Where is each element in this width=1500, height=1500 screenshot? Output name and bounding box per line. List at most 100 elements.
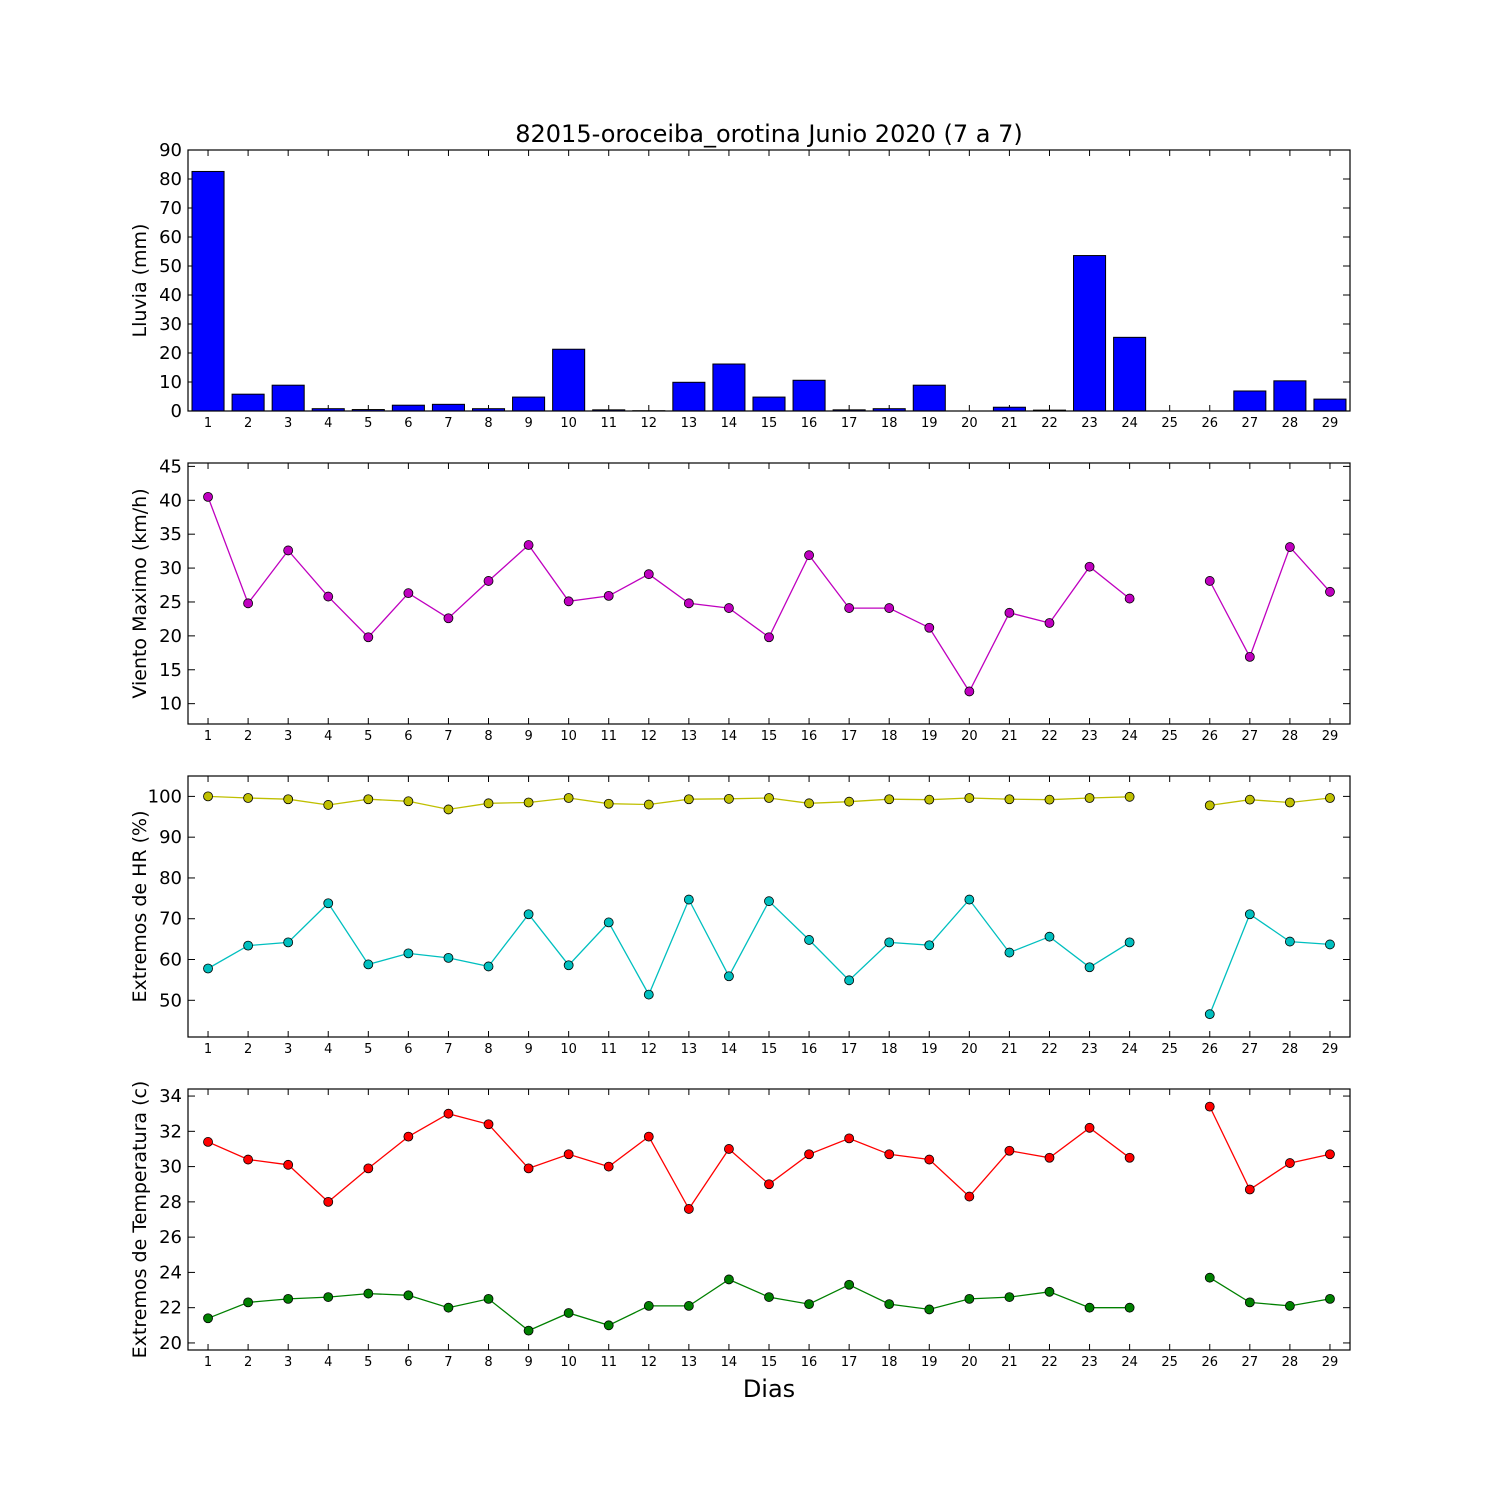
x-tick-label: 22 xyxy=(1041,729,1058,744)
x-tick-label: 21 xyxy=(1001,1355,1018,1370)
bar xyxy=(512,396,546,412)
x-axis-label: Dias xyxy=(743,1375,795,1403)
x-tick-label: 2 xyxy=(244,729,252,744)
x-tick-label: 20 xyxy=(961,729,978,744)
x-tick-label: 4 xyxy=(324,416,332,431)
series-1-point xyxy=(804,1149,814,1160)
series-2-point xyxy=(924,940,935,951)
bar xyxy=(391,404,425,412)
x-tick-label: 10 xyxy=(560,1042,577,1057)
series-2-point xyxy=(603,917,614,928)
series-1-point xyxy=(724,603,734,613)
series-1-point xyxy=(1044,794,1055,805)
x-tick-label: 4 xyxy=(324,1355,332,1370)
series-1-point xyxy=(683,794,694,805)
x-tick-label: 29 xyxy=(1322,1042,1339,1057)
x-tick-label: 10 xyxy=(560,416,577,431)
x-tick-label: 15 xyxy=(761,729,778,744)
y-tick-label: 15 xyxy=(159,660,182,681)
x-tick-label: 15 xyxy=(761,416,778,431)
y-tick-label: 26 xyxy=(159,1227,182,1248)
series-1-point xyxy=(203,791,213,802)
series-1-point xyxy=(403,1131,414,1142)
bar xyxy=(431,403,465,412)
x-tick-label: 10 xyxy=(560,1355,577,1370)
x-tick-label: 19 xyxy=(921,1042,938,1057)
series-2-point xyxy=(643,1301,654,1311)
series-2-point xyxy=(603,1320,614,1331)
x-tick-label: 24 xyxy=(1121,1355,1138,1370)
series-2-point xyxy=(884,1299,895,1310)
series-2-point xyxy=(363,1288,374,1299)
x-tick-label: 26 xyxy=(1201,1042,1218,1057)
x-tick-label: 21 xyxy=(1001,1042,1018,1057)
x-tick-label: 1 xyxy=(204,1042,212,1057)
series-2-point xyxy=(643,989,654,1000)
x-tick-label: 7 xyxy=(444,1042,452,1057)
series-1-point xyxy=(1044,618,1055,628)
series-2-point xyxy=(203,963,213,974)
x-tick-label: 4 xyxy=(324,729,332,744)
x-tick-label: 29 xyxy=(1322,416,1339,431)
series-1-point xyxy=(764,1179,774,1190)
series-2-point xyxy=(203,1313,213,1324)
x-tick-label: 22 xyxy=(1041,416,1058,431)
series-2-point xyxy=(844,1279,855,1290)
series-2-line xyxy=(207,898,1130,997)
x-tick-label: 6 xyxy=(404,416,412,431)
series-1-point xyxy=(563,596,574,607)
series-1-point xyxy=(523,797,534,808)
series-1-point xyxy=(884,603,895,613)
series-1-point xyxy=(443,804,454,815)
series-2-point xyxy=(1244,1297,1255,1308)
x-tick-label: 24 xyxy=(1121,416,1138,431)
series-1-point xyxy=(1284,542,1295,552)
x-tick-label: 12 xyxy=(641,1355,658,1370)
bar xyxy=(1113,336,1147,412)
series-2-point xyxy=(243,940,254,951)
series-1-point xyxy=(1204,800,1215,811)
y-tick-label: 20 xyxy=(159,1333,182,1354)
bar xyxy=(752,396,786,412)
x-tick-label: 25 xyxy=(1161,729,1178,744)
series-1-point xyxy=(603,798,614,809)
x-tick-label: 7 xyxy=(444,1355,452,1370)
series-2-point xyxy=(1284,936,1295,947)
series-1-line xyxy=(207,496,1131,693)
y-tick-label: 50 xyxy=(159,256,182,277)
x-tick-label: 23 xyxy=(1081,416,1098,431)
series-1-point xyxy=(964,686,975,697)
y-tick-label: 90 xyxy=(159,827,182,848)
series-2-point xyxy=(1325,939,1335,950)
y-tick-label: 20 xyxy=(159,343,182,364)
bar xyxy=(191,170,225,412)
x-tick-label: 5 xyxy=(364,1355,372,1370)
series-1-point xyxy=(1124,791,1135,802)
series-1-point xyxy=(724,793,734,804)
bar xyxy=(912,384,946,412)
series-1-line xyxy=(1209,1106,1331,1191)
y-tick-label: 40 xyxy=(159,490,182,511)
series-1-point xyxy=(483,798,494,809)
x-tick-label: 2 xyxy=(244,1355,252,1370)
series-1-point xyxy=(323,591,334,602)
x-tick-label: 20 xyxy=(961,416,978,431)
x-tick-label: 4 xyxy=(324,1042,332,1057)
x-tick-label: 9 xyxy=(524,729,532,744)
y-tick-label: 20 xyxy=(159,626,182,647)
x-tick-label: 26 xyxy=(1201,729,1218,744)
x-tick-label: 22 xyxy=(1041,1355,1058,1370)
x-tick-label: 22 xyxy=(1041,1042,1058,1057)
x-tick-label: 16 xyxy=(801,1042,818,1057)
series-2-point xyxy=(523,909,534,920)
x-tick-label: 18 xyxy=(881,1355,898,1370)
series-1-point xyxy=(603,1161,614,1172)
plot-frame xyxy=(187,149,1351,412)
series-2-point xyxy=(804,935,814,945)
series-2-point xyxy=(1325,1293,1335,1304)
series-1-point xyxy=(363,632,374,643)
plot-frame xyxy=(187,462,1351,725)
x-tick-label: 11 xyxy=(600,729,617,744)
x-tick-label: 17 xyxy=(841,1355,858,1370)
